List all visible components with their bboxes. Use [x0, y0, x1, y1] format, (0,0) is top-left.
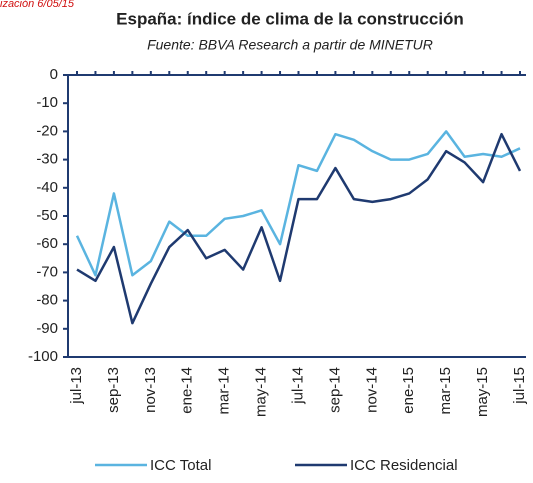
y-tick-label: -40: [36, 179, 58, 196]
y-tick-label: -30: [36, 151, 58, 168]
x-tick-label: may-15: [474, 367, 491, 417]
y-tick-label: -100: [28, 348, 58, 365]
chart-subtitle: Fuente: BBVA Research a partir de MINETU…: [147, 37, 433, 53]
header-note: ización 6/05/15: [0, 0, 75, 10]
y-tick-label: 0: [50, 66, 58, 83]
x-tick-label: mar-15: [437, 367, 454, 415]
x-tick-label: ene-14: [179, 367, 196, 414]
series-line: [76, 132, 522, 325]
y-tick-label: -60: [36, 235, 58, 252]
legend-label: ICC Residencial: [350, 457, 458, 474]
x-tick-label: ene-15: [400, 367, 417, 414]
y-tick-label: -50: [36, 207, 58, 224]
x-tick-label: jul-15: [511, 367, 528, 405]
x-tick-label: jul-14: [289, 367, 306, 405]
y-tick-label: -70: [36, 263, 58, 280]
x-tick-label: sep-13: [105, 367, 122, 413]
series-line: [75, 130, 521, 277]
x-tick-label: sep-14: [326, 367, 343, 413]
legend-label: ICC Total: [150, 457, 211, 474]
x-tick-label: may-14: [253, 367, 270, 417]
y-tick-label: -80: [36, 292, 58, 309]
y-tick-label: -90: [36, 320, 58, 337]
x-tick-label: mar-14: [216, 367, 233, 415]
y-tick-label: -20: [36, 122, 58, 139]
x-tick-label: nov-14: [363, 367, 380, 413]
x-tick-label: jul-13: [68, 367, 85, 405]
x-tick-label: nov-13: [142, 367, 159, 413]
chart-title: España: índice de clima de la construcci…: [116, 9, 464, 28]
y-tick-label: -10: [36, 94, 58, 111]
